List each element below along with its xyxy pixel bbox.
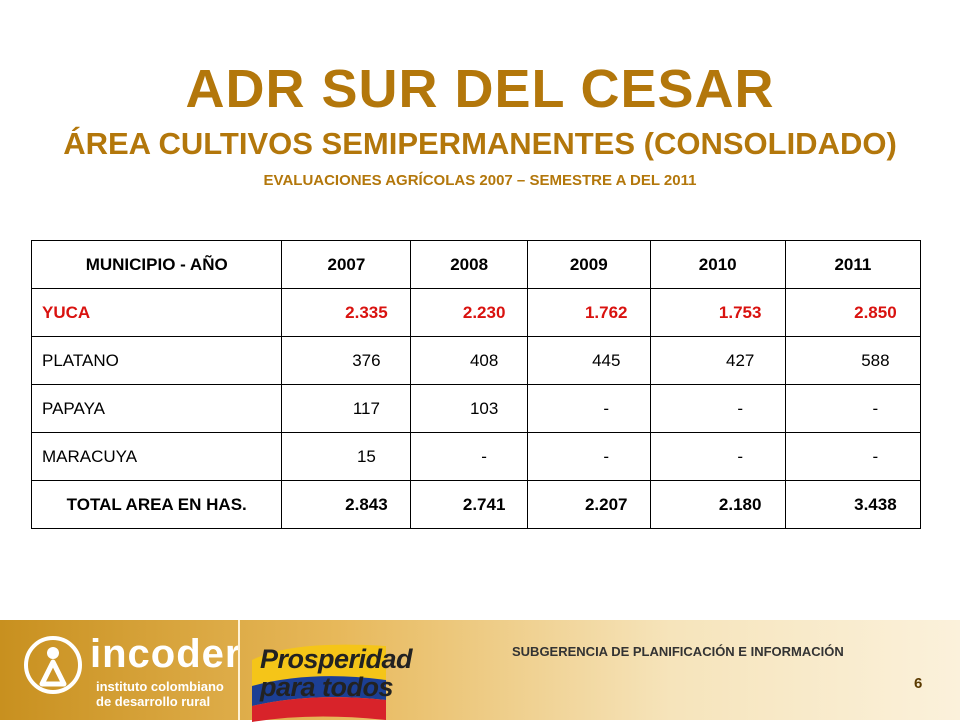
department-label: SUBGERENCIA DE PLANIFICACIÓN E INFORMACI… [512, 644, 844, 659]
table-row: PAPAYA 117 103 - - - [30, 384, 922, 433]
row-label: PAPAYA [30, 384, 283, 433]
table-row: YUCA 2.335 2.230 1.762 1.753 2.850 [30, 288, 922, 337]
table-cell: 2.843 [281, 480, 412, 529]
column-header: 2007 [281, 240, 412, 289]
incoder-logo-icon [24, 636, 82, 694]
row-label: MARACUYA [30, 432, 283, 481]
table-cell: 103 [410, 384, 528, 433]
row-label: TOTAL AREA EN HAS. [30, 480, 283, 529]
page-title: ADR SUR DEL CESAR [185, 59, 775, 119]
table-cell: 2.180 [649, 480, 786, 529]
incoder-tagline-2: de desarrollo rural [96, 694, 211, 709]
column-header: 2010 [649, 240, 786, 289]
row-label: PLATANO [30, 336, 283, 385]
table-cell: 3.438 [784, 480, 922, 529]
table-header-row: MUNICIPIO - AÑO 2007 2008 2009 2010 2011 [30, 240, 922, 289]
table-cell: 427 [649, 336, 786, 385]
prosperidad-logo-line2: para todos [260, 672, 394, 702]
column-header: 2011 [784, 240, 922, 289]
table-cell: 445 [526, 336, 651, 385]
table-cell: 2.230 [410, 288, 528, 337]
crop-area-table: MUNICIPIO - AÑO 2007 2008 2009 2010 2011… [30, 240, 922, 529]
table-cell: - [649, 432, 786, 481]
table-cell: 588 [784, 336, 922, 385]
person-icon [39, 647, 67, 687]
footer-bar: incoder instituto colombiano de desarrol… [0, 620, 960, 722]
incoder-logo-text: incoder [90, 632, 242, 676]
table-row: MARACUYA 15 - - - - [30, 432, 922, 481]
row-label: YUCA [30, 288, 283, 337]
page-subtitle: ÁREA CULTIVOS SEMIPERMANENTES (CONSOLIDA… [63, 126, 897, 161]
column-header: 2009 [526, 240, 651, 289]
column-header: 2008 [410, 240, 528, 289]
table-cell: 2.207 [526, 480, 651, 529]
table-cell: - [784, 384, 922, 433]
table-cell: 2.335 [281, 288, 412, 337]
table-cell: - [410, 432, 528, 481]
table-cell: 2.741 [410, 480, 528, 529]
table-cell: 1.762 [526, 288, 651, 337]
page-subsubtitle: EVALUACIONES AGRÍCOLAS 2007 – SEMESTRE A… [263, 172, 697, 189]
table-cell: - [784, 432, 922, 481]
table-row: PLATANO 376 408 445 427 588 [30, 336, 922, 385]
footer-divider [238, 620, 240, 720]
table-cell: 408 [410, 336, 528, 385]
page-number: 6 [914, 675, 923, 692]
table-cell: - [649, 384, 786, 433]
table-cell: - [526, 432, 651, 481]
table-cell: 1.753 [649, 288, 786, 337]
table-cell: 117 [281, 384, 412, 433]
total-row: TOTAL AREA EN HAS. 2.843 2.741 2.207 2.1… [30, 480, 922, 529]
prosperidad-logo-line1: Prosperidad [260, 644, 413, 674]
incoder-tagline-1: instituto colombiano [96, 679, 224, 694]
prosperidad-flag-icon [252, 644, 386, 722]
column-header: MUNICIPIO - AÑO [30, 240, 283, 289]
title-block: ADR SUR DEL CESAR ÁREA CULTIVOS SEMIPERM… [0, 58, 960, 192]
table-cell: 376 [281, 336, 412, 385]
table-cell: - [526, 384, 651, 433]
table-cell: 2.850 [784, 288, 922, 337]
table-cell: 15 [281, 432, 412, 481]
